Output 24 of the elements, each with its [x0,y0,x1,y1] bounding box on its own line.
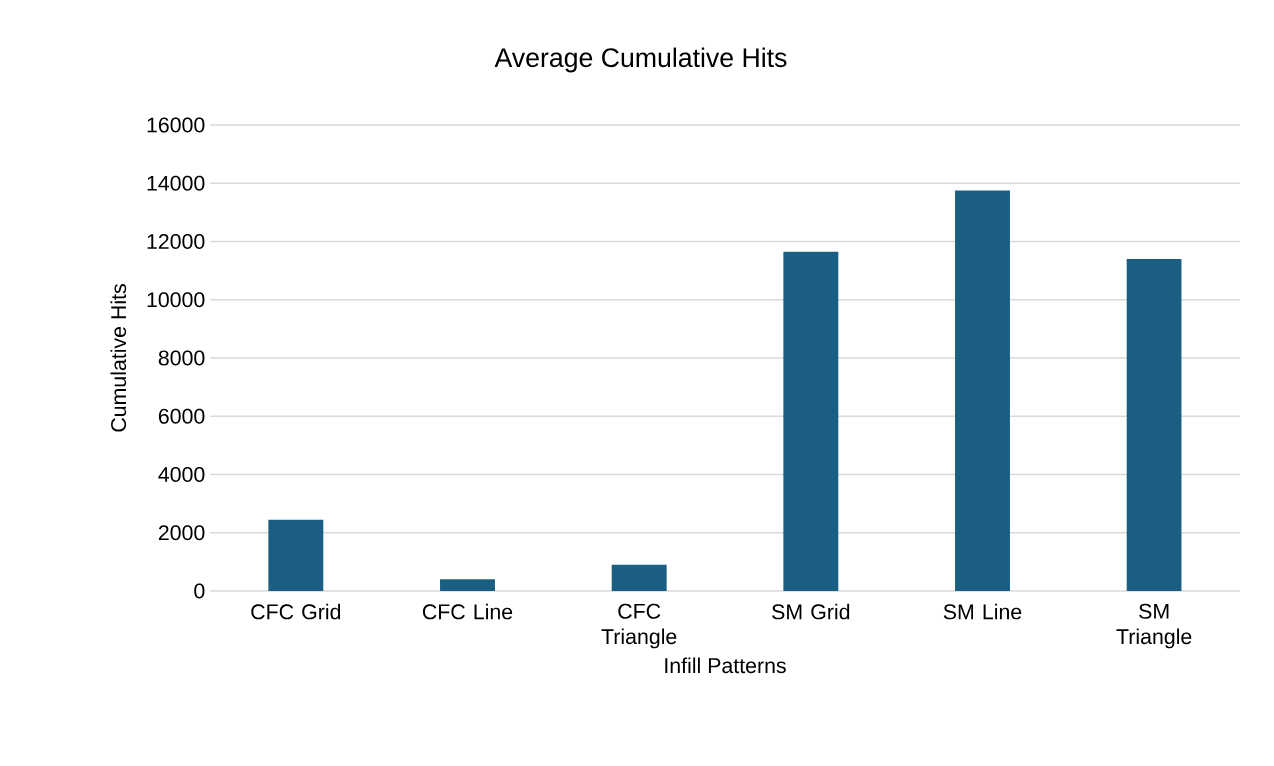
y-tick-label: 10000 [147,292,205,308]
x-tick-label: CFC Triangle [601,603,677,649]
x-tick-label: SM Triangle [1116,603,1192,649]
y-tick-label: 12000 [147,233,205,250]
bar [955,190,1010,591]
bar [268,519,324,591]
y-tick-label: 0 [194,583,205,599]
y-tick-label: 16000 [147,117,205,133]
bar [611,564,667,591]
x-tick-label: CFC Line [422,603,513,620]
x-tick-label: CFC Grid [251,603,341,620]
y-tick-label: 8000 [158,350,205,366]
bar [440,579,495,591]
x-tick-label: SM Line [943,603,1022,620]
y-tick-label: 14000 [147,175,205,191]
x-axis-title: Infill Patterns [665,657,786,674]
x-tick-label: SM Grid [772,603,850,620]
bar [783,251,839,591]
y-tick-label: 2000 [158,525,205,541]
y-axis-title: Cumulative Hits [110,284,127,432]
y-tick-label: 4000 [158,466,205,483]
chart-title: Average Cumulative Hits [494,47,787,73]
bar [1126,258,1182,591]
y-tick-label: 6000 [158,408,205,424]
